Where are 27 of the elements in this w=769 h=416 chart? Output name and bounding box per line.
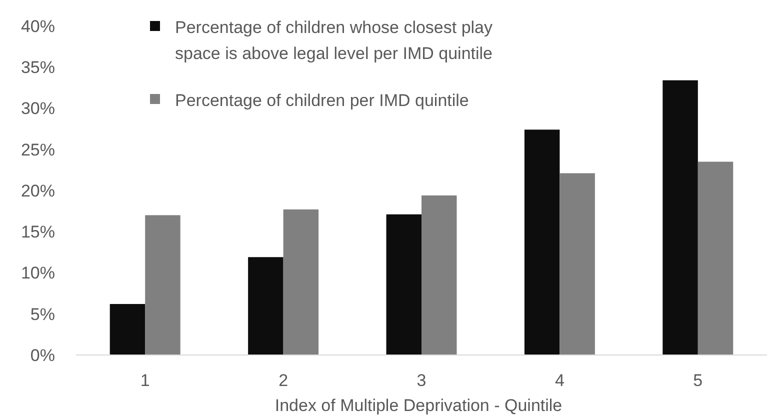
bar [110,304,146,355]
bar [145,215,180,355]
x-tick-label: 2 [278,371,288,390]
x-tick-label: 4 [554,371,564,390]
bar [283,209,319,355]
bar [386,214,422,355]
y-tick-label: 10% [20,264,55,283]
x-tick-label: 3 [416,371,426,390]
bar [248,257,284,355]
bar [560,173,595,355]
y-tick-label: 20% [20,181,55,200]
y-tick-label: 5% [30,304,55,324]
bar [698,162,734,355]
bar [662,80,698,355]
legend-label: Percentage of children per IMD quintile [175,90,469,110]
y-tick-label: 30% [20,99,55,118]
y-tick-label: 25% [20,140,55,160]
y-tick-label: 40% [20,16,55,36]
bar [422,195,457,355]
legend-label: Percentage of children whose closest play space is above legal level per IMD quintile [175,18,494,63]
y-tick-label: 35% [20,58,55,78]
x-tick-label: 1 [140,371,150,390]
x-axis-title: Index of Multiple Deprivation - Quintile [274,396,562,415]
x-tick-label: 5 [693,371,703,390]
y-tick-label: 15% [20,222,55,242]
y-tick-label: 0% [30,346,55,365]
bar [524,130,560,355]
